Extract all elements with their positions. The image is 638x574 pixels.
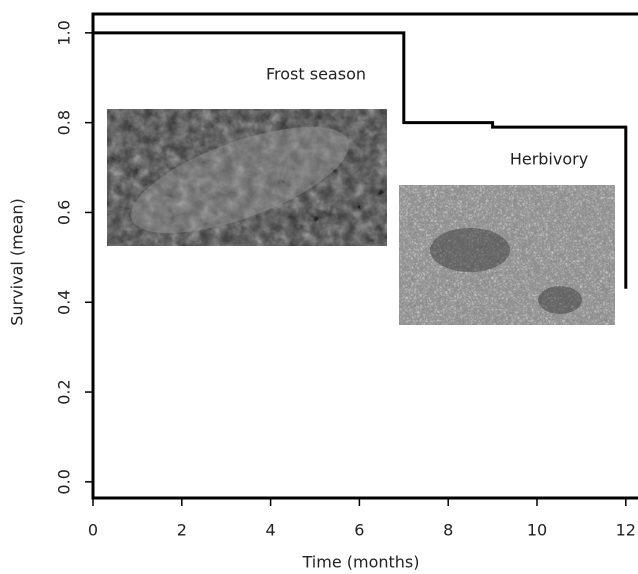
x-tick-label: 8 bbox=[443, 521, 453, 540]
photo-herbivory bbox=[399, 185, 615, 325]
y-tick-label: 0.0 bbox=[55, 469, 74, 494]
annotation: Frost season bbox=[266, 65, 366, 84]
x-tick-label: 6 bbox=[354, 521, 364, 540]
y-tick-label: 0.6 bbox=[55, 200, 74, 225]
photo-frost bbox=[107, 109, 387, 246]
x-tick-label: 4 bbox=[266, 521, 276, 540]
y-tick-label: 0.8 bbox=[55, 110, 74, 135]
y-tick-label: 0.4 bbox=[55, 290, 74, 315]
x-tick-label: 2 bbox=[177, 521, 187, 540]
x-tick-label: 0 bbox=[88, 521, 98, 540]
x-tick-label: 10 bbox=[527, 521, 547, 540]
annotation: Herbivory bbox=[510, 150, 588, 169]
x-axis-title: Time (months) bbox=[302, 553, 420, 572]
plot-frame bbox=[91, 12, 638, 500]
y-tick-label: 1.0 bbox=[55, 20, 74, 45]
survival-line bbox=[93, 31, 628, 289]
x-tick-label: 12 bbox=[616, 521, 636, 540]
y-axis-title: Survival (mean) bbox=[8, 198, 27, 325]
plot: 0 2 4 6 8 10 12 0.0 0.2 0.4 0.6 0.8 1.0 Time (months)… bbox=[8, 12, 638, 572]
y-tick-label: 0.2 bbox=[55, 379, 74, 404]
